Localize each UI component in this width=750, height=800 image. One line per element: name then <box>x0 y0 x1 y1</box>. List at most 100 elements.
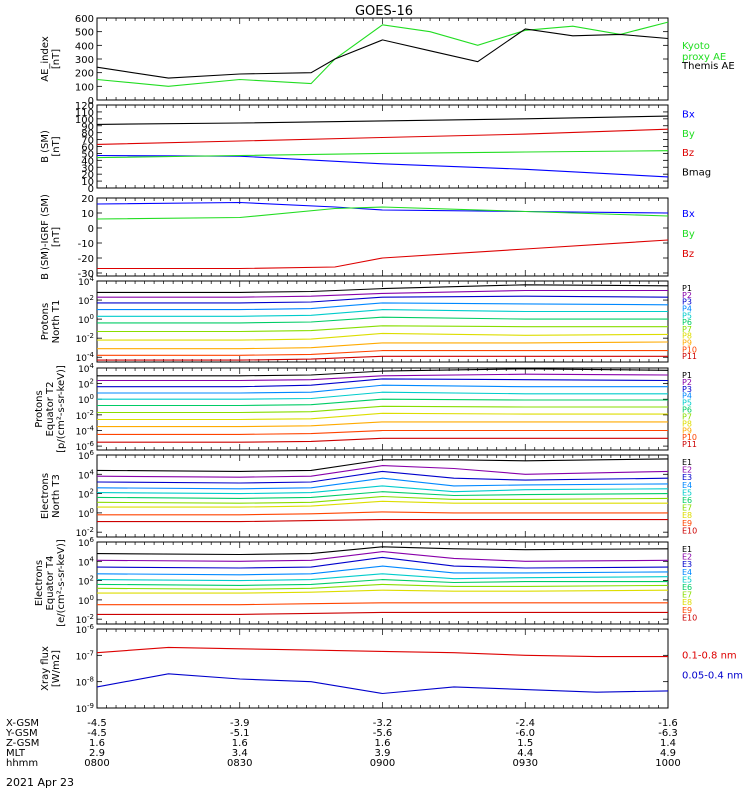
y-tick-label: 10-9 <box>76 702 94 715</box>
series-line <box>97 350 668 356</box>
legend-label: P2 <box>682 378 692 387</box>
series-line <box>96 646 668 658</box>
orbit-value: -2.4 <box>515 718 535 729</box>
series-line <box>96 470 669 484</box>
y-tick-label: 10 <box>81 209 94 220</box>
y-tick-label: 120 <box>75 101 94 112</box>
y-tick-label: 40 <box>81 156 94 167</box>
orbit-value: 4.4 <box>517 748 533 759</box>
legend-label: P7 <box>682 325 692 334</box>
series-line <box>97 373 669 382</box>
series-line <box>97 355 668 361</box>
series-line <box>96 201 669 214</box>
y-tick-label: 10-4 <box>76 351 95 364</box>
legend-label: P4 <box>682 304 692 313</box>
y-tick-label: 104 <box>78 468 94 481</box>
legend-label: Bz <box>682 249 694 260</box>
legend-label: E6 <box>682 496 692 505</box>
orbit-value: -6.0 <box>515 728 535 739</box>
orbit-value: -1.6 <box>658 718 678 729</box>
orbit-value: 1.6 <box>232 738 248 749</box>
panel-8: 10-9 10-8 10-7 10-6 Xray flux [W/m2] 0.1-0.8 n… <box>40 623 743 715</box>
series-line <box>97 239 669 270</box>
series-line <box>96 150 669 159</box>
orbit-row-label: hhmm <box>6 758 38 769</box>
series-line <box>97 500 668 508</box>
y-axis-label: [nT] <box>51 49 62 69</box>
y-axis-label: [W/m2] <box>51 650 62 687</box>
legend-label: By <box>682 229 695 240</box>
y-tick-label: 106 <box>78 536 94 549</box>
series-line <box>96 485 669 495</box>
legend-label: P10 <box>682 433 697 442</box>
legend-label: Bz <box>682 148 694 159</box>
series-line <box>97 316 668 324</box>
orbit-row-label: MLT <box>6 748 26 759</box>
y-tick-label: 10-2 <box>76 409 94 422</box>
orbit-value: 1.6 <box>375 738 391 749</box>
legend-label: E2 <box>682 553 692 562</box>
orbit-value: 3.9 <box>375 748 391 759</box>
series-line <box>96 28 669 79</box>
orbit-value: 1.6 <box>89 738 105 749</box>
y-tick-label: 10-2 <box>76 613 94 626</box>
y-tick-label: 104 <box>78 362 94 375</box>
y-tick-label: 20 <box>81 170 94 181</box>
series-line <box>97 332 669 341</box>
legend-label: E3 <box>682 473 692 482</box>
series-line <box>96 154 669 178</box>
y-axis-label: [nT] <box>51 227 62 247</box>
orbit-value: -5.1 <box>230 728 250 739</box>
series-line <box>96 495 669 504</box>
legend-label: E3 <box>682 560 692 569</box>
y-axis-label: Equator T2 <box>45 382 56 437</box>
series-line <box>97 384 668 394</box>
y-tick-label: 10-6 <box>76 623 95 636</box>
series-line <box>96 465 669 478</box>
y-tick-label: 100 <box>75 82 94 93</box>
figure-title: GOES-16 <box>355 4 413 19</box>
y-tick-label: -20 <box>78 254 94 265</box>
orbit-value: 0800 <box>84 758 109 769</box>
y-tick-label: 200 <box>75 69 94 80</box>
y-tick-label: 10 <box>81 177 94 188</box>
series-line <box>97 429 668 435</box>
y-tick-label: 100 <box>78 313 94 326</box>
legend-label: P3 <box>682 385 692 394</box>
series-line <box>96 583 669 590</box>
series-line <box>96 128 669 145</box>
legend-label: E6 <box>682 583 692 592</box>
y-axis-label: B (SM) <box>40 130 51 163</box>
orbit-value: -4.5 <box>87 728 107 739</box>
series-line <box>97 602 668 606</box>
y-tick-label: 10-6 <box>76 440 95 453</box>
legend-label: E5 <box>682 575 692 584</box>
series-line <box>96 579 668 586</box>
series-line <box>97 378 669 388</box>
series-line <box>97 519 668 523</box>
legend-label: P10 <box>682 345 697 354</box>
series-line <box>97 341 669 350</box>
orbit-value: 0900 <box>370 758 395 769</box>
legend-label: E1 <box>682 458 692 467</box>
series-line <box>97 295 669 304</box>
y-tick-label: 100 <box>78 594 94 607</box>
y-tick-label: 104 <box>78 275 94 288</box>
y-tick-label: 70 <box>81 136 94 147</box>
legend-label: E5 <box>682 488 692 497</box>
series-line <box>97 284 669 293</box>
y-axis-label: Electrons <box>34 560 45 606</box>
y-tick-label: 300 <box>75 55 94 66</box>
orbit-value: -3.2 <box>373 718 393 729</box>
legend-label: P4 <box>682 392 692 401</box>
series-line <box>97 437 668 443</box>
legend-label: E4 <box>682 568 692 577</box>
legend-label: E9 <box>682 519 692 528</box>
legend-label: E1 <box>682 545 692 554</box>
orbit-value: 4.9 <box>660 748 676 759</box>
series-line <box>97 391 668 400</box>
series-line <box>96 458 669 472</box>
series-line <box>96 673 669 695</box>
y-tick-label: 10-2 <box>76 332 94 345</box>
